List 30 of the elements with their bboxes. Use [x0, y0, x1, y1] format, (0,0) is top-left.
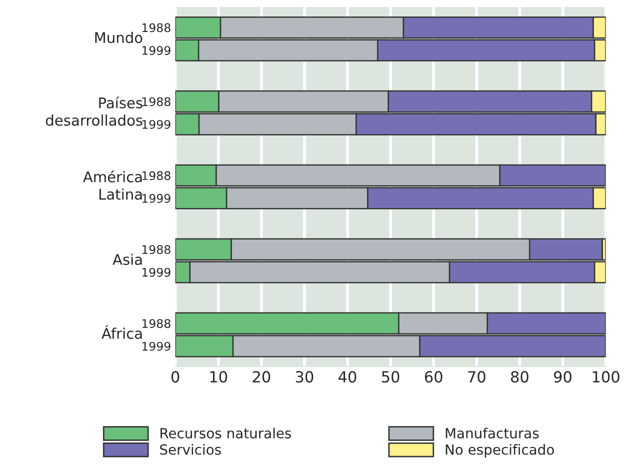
x-tick-label: 50 [382, 371, 400, 383]
x-tick-label: 60 [424, 371, 442, 383]
y-tick-label: 1988 [142, 245, 170, 254]
y-tick-label: 1999 [142, 194, 170, 203]
x-tick-label: 40 [338, 371, 356, 383]
x-tick-label: 70 [468, 371, 486, 383]
x-tick-label: 80 [511, 371, 528, 383]
y-tick-label: 1988 [142, 97, 170, 106]
text: África [102, 325, 142, 339]
text: Asia [112, 254, 142, 266]
y-tick-label: 1999 [142, 120, 170, 129]
y-tick-label: 1999 [142, 268, 170, 277]
y-tick-label: 1988 [142, 171, 170, 180]
x-tick-label: 0 [171, 371, 180, 383]
legend-label: Servicios [160, 444, 221, 455]
text: Países desarrollados [46, 96, 142, 126]
legend-label: No especificado [446, 444, 554, 458]
y-tick-label: 1999 [142, 342, 170, 351]
legend-label: Manufacturas [446, 428, 539, 438]
y-tick-label: 1988 [142, 23, 170, 32]
y-tick-label: 1988 [142, 319, 170, 328]
text: Mundo [95, 32, 142, 44]
x-tick-label: 30 [296, 371, 314, 383]
legend-label: Recursos naturales [160, 428, 292, 438]
x-tick-label: 90 [554, 371, 572, 383]
x-tick-label: 10 [210, 371, 228, 383]
text: América Latina [83, 170, 142, 200]
x-tick-label: 20 [252, 371, 270, 383]
x-tick-label: 100 [592, 371, 620, 383]
y-tick-label: 1999 [142, 46, 170, 55]
